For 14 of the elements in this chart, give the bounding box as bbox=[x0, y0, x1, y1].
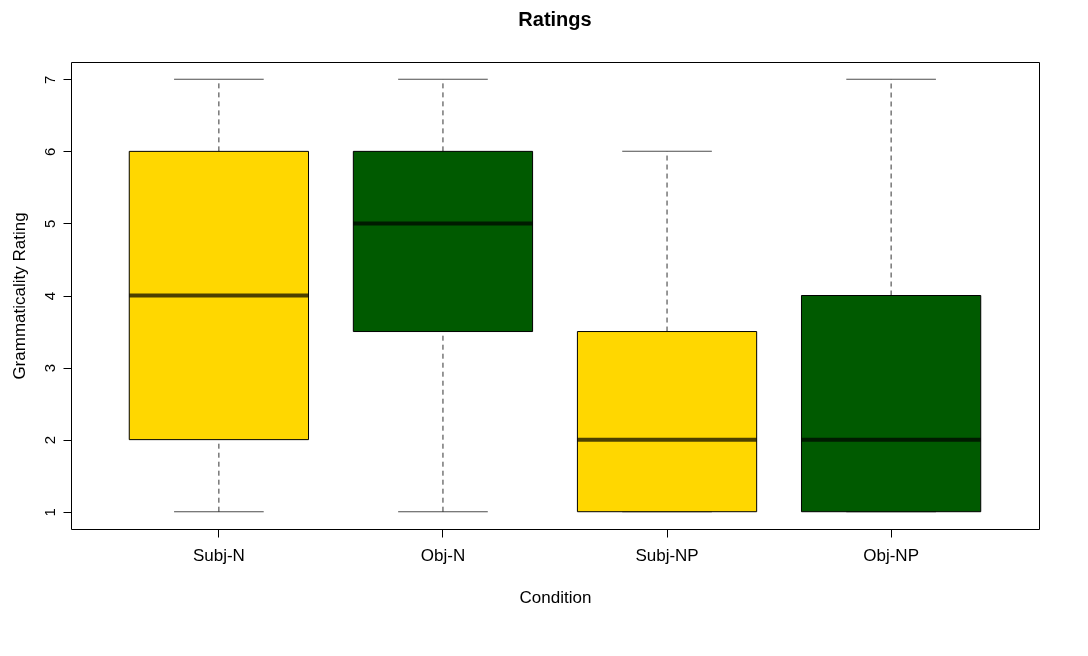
y-tick-label: 6 bbox=[40, 147, 58, 157]
x-tick-label: Obj-N bbox=[420, 545, 466, 565]
y-axis-title: Grammaticality Rating bbox=[9, 212, 29, 380]
y-tick-label: 2 bbox=[40, 435, 58, 445]
x-axis-title: Condition bbox=[519, 587, 592, 607]
x-tick-label: Obj-NP bbox=[863, 545, 919, 565]
y-tick-label: 4 bbox=[40, 291, 58, 301]
y-tick-label: 5 bbox=[40, 219, 58, 229]
x-tick-label: Subj-N bbox=[192, 545, 245, 565]
chart-title: Ratings bbox=[518, 8, 592, 30]
x-tick-label: Subj-NP bbox=[635, 545, 699, 565]
y-tick-label: 1 bbox=[40, 508, 58, 517]
y-tick-label: 3 bbox=[40, 363, 58, 373]
y-tick-label: 7 bbox=[40, 75, 58, 84]
